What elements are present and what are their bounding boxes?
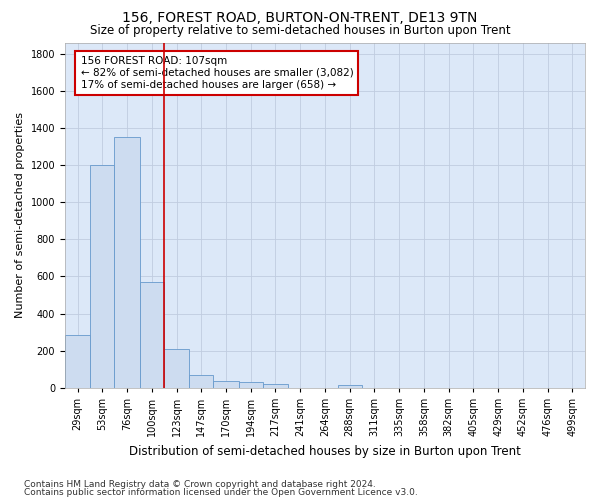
- Text: Contains public sector information licensed under the Open Government Licence v3: Contains public sector information licen…: [24, 488, 418, 497]
- Text: 156, FOREST ROAD, BURTON-ON-TRENT, DE13 9TN: 156, FOREST ROAD, BURTON-ON-TRENT, DE13 …: [122, 11, 478, 25]
- Text: 156 FOREST ROAD: 107sqm
← 82% of semi-detached houses are smaller (3,082)
17% of: 156 FOREST ROAD: 107sqm ← 82% of semi-de…: [80, 56, 353, 90]
- Bar: [140, 282, 164, 388]
- X-axis label: Distribution of semi-detached houses by size in Burton upon Trent: Distribution of semi-detached houses by …: [129, 444, 521, 458]
- Bar: [214, 380, 239, 388]
- Y-axis label: Number of semi-detached properties: Number of semi-detached properties: [15, 112, 25, 318]
- Bar: [189, 375, 214, 388]
- Bar: [338, 385, 362, 388]
- Bar: [164, 349, 189, 388]
- Bar: [90, 165, 115, 388]
- Bar: [239, 382, 263, 388]
- Bar: [263, 384, 288, 388]
- Text: Size of property relative to semi-detached houses in Burton upon Trent: Size of property relative to semi-detach…: [89, 24, 511, 37]
- Bar: [115, 137, 140, 388]
- Text: Contains HM Land Registry data © Crown copyright and database right 2024.: Contains HM Land Registry data © Crown c…: [24, 480, 376, 489]
- Bar: [65, 335, 90, 388]
